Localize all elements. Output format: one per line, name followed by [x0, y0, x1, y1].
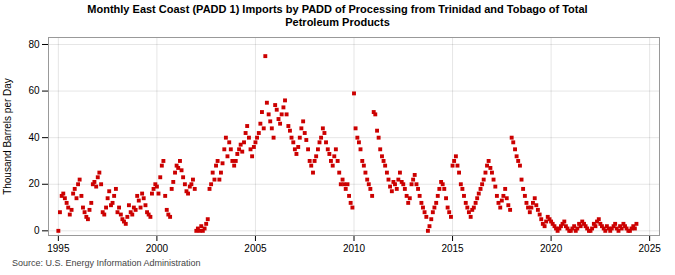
html-text:Source: U.S. Energy Informatio: Source: U.S. Energy Information Administ…	[12, 258, 201, 268]
svg-text:Thousand Barrels per Day: Thousand Barrels per Day	[2, 78, 13, 195]
svg-text:1995: 1995	[47, 243, 70, 254]
svg-text:40: 40	[28, 132, 40, 143]
svg-text:2015: 2015	[441, 243, 464, 254]
svg-text:60: 60	[28, 85, 40, 96]
svg-text:20: 20	[28, 178, 40, 189]
svg-text:2010: 2010	[343, 243, 366, 254]
html-text:Monthly East Coast (PADD 1) Im: Monthly East Coast (PADD 1) Imports by P…	[87, 3, 588, 28]
svg-text:2005: 2005	[244, 243, 267, 254]
svg-text:2020: 2020	[540, 243, 563, 254]
svg-text:0: 0	[34, 225, 40, 236]
svg-text:80: 80	[28, 39, 40, 50]
svg-text:2025: 2025	[639, 243, 662, 254]
svg-text:2000: 2000	[146, 243, 169, 254]
